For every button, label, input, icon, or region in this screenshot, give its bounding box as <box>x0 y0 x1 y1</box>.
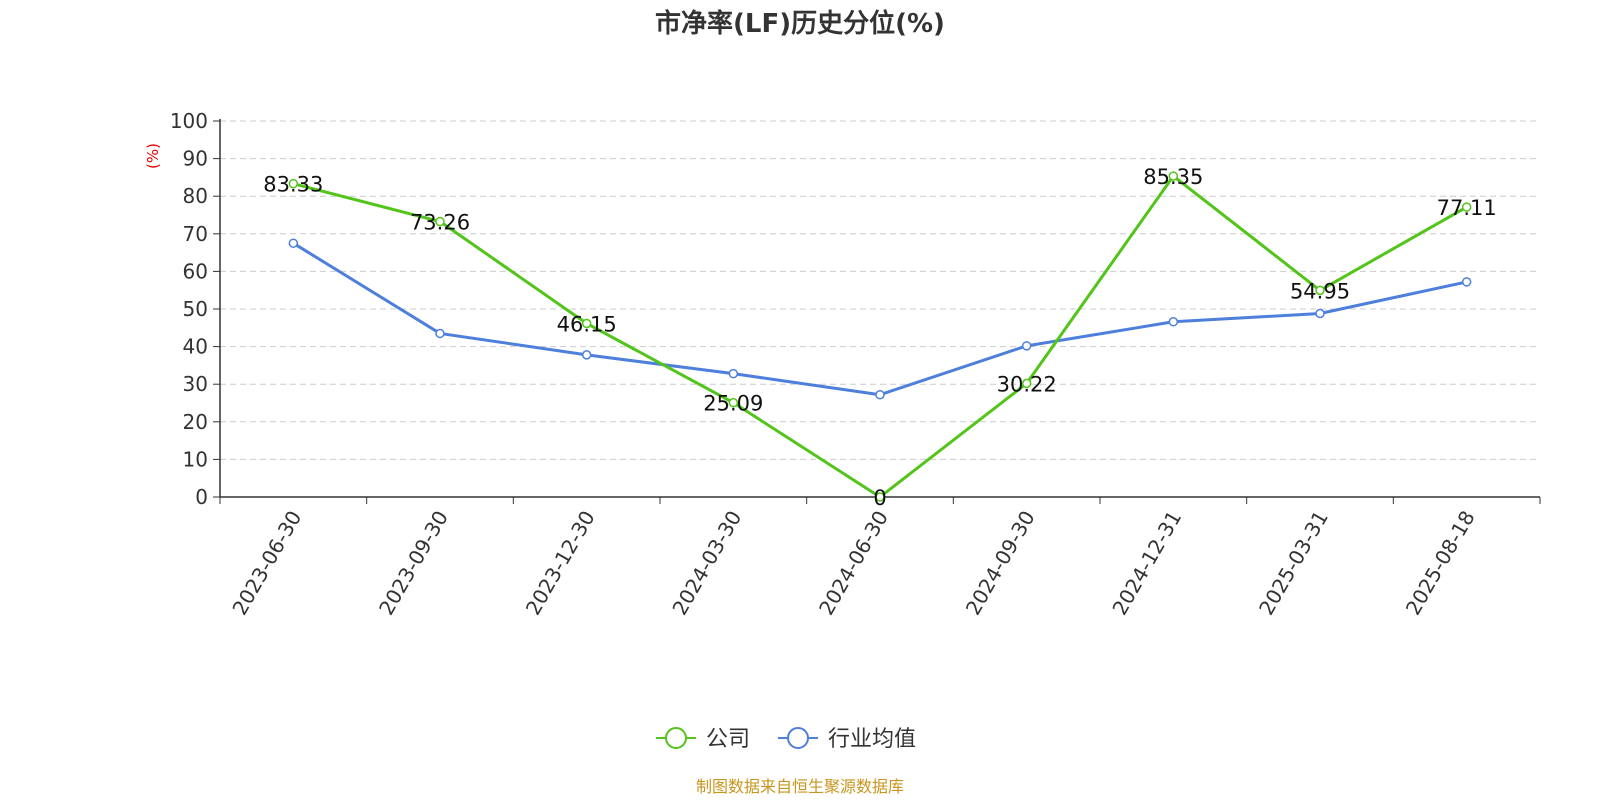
y-tick-label: 70 <box>183 222 208 246</box>
data-point <box>288 238 299 248</box>
legend[interactable]: 公司 行业均值 <box>656 727 916 752</box>
x-tick-label: 2023-12-30 <box>521 507 600 620</box>
y-tick-label: 0 <box>195 485 208 509</box>
source-note: 制图数据来自恒生聚源数据库 <box>696 777 904 796</box>
y-tick-label: 60 <box>183 259 208 283</box>
legend-label: 行业均值 <box>828 727 916 752</box>
data-label: 25.09 <box>703 392 763 416</box>
x-tick-label: 2024-06-30 <box>814 507 893 620</box>
y-tick-label: 80 <box>183 184 208 208</box>
chart-title: 市净率(LF)历史分位(%) <box>655 8 945 39</box>
x-tick-label: 2023-06-30 <box>227 507 306 620</box>
data-point <box>1461 202 1472 212</box>
y-axis-label: (%) <box>144 143 162 169</box>
series-group <box>288 171 1472 502</box>
legend-item-0[interactable]: 公司 <box>656 727 750 752</box>
data-point <box>875 492 885 502</box>
data-label: 46.15 <box>557 312 617 336</box>
x-tick-label: 2024-09-30 <box>961 507 1040 620</box>
x-tick-label: 2025-08-18 <box>1401 507 1480 620</box>
x-tick-label: 2025-03-31 <box>1254 507 1333 620</box>
data-labels: 83.33 73.26 46.15 25.09 0 30.22 85.35 54.95 77.1… <box>263 165 1496 510</box>
data-point <box>875 389 885 400</box>
data-point <box>1315 308 1325 319</box>
legend-item-1[interactable]: 行业均值 <box>778 727 916 752</box>
data-point <box>288 178 299 189</box>
y-tick-label: 90 <box>183 147 208 171</box>
legend-label: 公司 <box>706 727 750 752</box>
data-point <box>1168 171 1179 181</box>
axes: 0 10 20 30 40 50 60 70 80 90 100 2023-06-30 2023-09-… <box>170 109 1541 620</box>
data-point <box>435 328 445 339</box>
x-tick-label: 2024-12-31 <box>1107 507 1186 620</box>
x-tick-label: 2024-03-30 <box>667 507 746 620</box>
data-point <box>1021 378 1032 389</box>
data-label: 30.22 <box>997 372 1057 396</box>
data-point <box>1021 341 1032 351</box>
data-label: 83.33 <box>263 173 323 197</box>
data-point <box>728 368 739 379</box>
data-point <box>581 318 592 329</box>
y-tick-label: 30 <box>183 372 208 396</box>
data-point <box>1461 277 1472 287</box>
y-tick-label: 10 <box>183 447 208 471</box>
y-tick-label: 40 <box>183 335 208 359</box>
data-label: 0 <box>873 486 886 510</box>
y-tick-label: 100 <box>170 109 208 133</box>
grid-lines <box>220 120 1540 460</box>
data-label: 77.11 <box>1437 196 1497 220</box>
y-tick-label: 20 <box>183 410 208 434</box>
y-tick-label: 50 <box>183 297 208 321</box>
data-label: 85.35 <box>1143 165 1203 189</box>
data-point <box>581 350 592 360</box>
data-point <box>728 397 739 408</box>
data-point <box>435 216 445 227</box>
legend-marker-icon <box>787 727 809 749</box>
data-point <box>1315 285 1325 296</box>
data-point <box>1168 317 1179 327</box>
x-tick-label: 2023-09-30 <box>374 507 453 620</box>
data-label: 73.26 <box>410 211 470 235</box>
data-label: 54.95 <box>1290 279 1350 303</box>
legend-marker-icon <box>665 727 687 749</box>
